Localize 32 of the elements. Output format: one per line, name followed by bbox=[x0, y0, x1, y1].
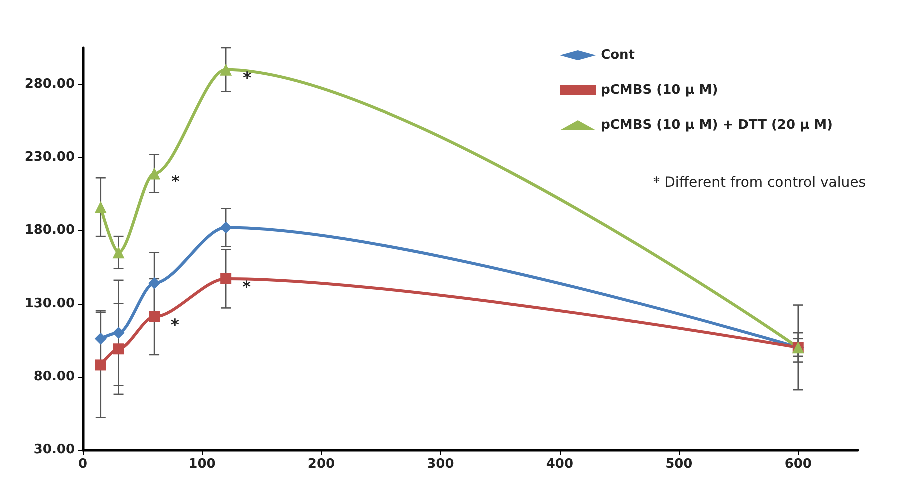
point bbox=[220, 222, 232, 234]
y-tick-label: 230.00 bbox=[24, 150, 75, 166]
legend-label: Cont bbox=[601, 48, 636, 63]
point bbox=[148, 277, 161, 290]
x-tick-label: 0 bbox=[78, 457, 88, 472]
y-tick-label: 180.00 bbox=[24, 223, 75, 238]
point bbox=[112, 327, 125, 340]
legend-label: pCMBS (10 μ M) + DTT (20 μ M) bbox=[601, 118, 834, 133]
x-tick-label: 400 bbox=[546, 457, 574, 472]
data-label: * bbox=[171, 315, 180, 334]
legend-label: pCMBS (10 μ M) bbox=[601, 83, 718, 98]
x-tick-label: 300 bbox=[427, 457, 454, 472]
point bbox=[95, 360, 106, 371]
x-tick-label: 100 bbox=[188, 457, 216, 472]
point bbox=[220, 273, 232, 284]
y-tick-label: 280.00 bbox=[24, 77, 75, 92]
point bbox=[94, 201, 107, 214]
annotation: * Different from control values bbox=[653, 175, 866, 191]
y-tick-label: 30.00 bbox=[34, 442, 75, 458]
data-label: * bbox=[243, 68, 252, 88]
x-tick-label: 500 bbox=[666, 457, 693, 472]
data-label: * bbox=[172, 172, 181, 192]
point bbox=[113, 344, 124, 355]
data-label: * bbox=[242, 277, 252, 296]
y-tick-label: 80.00 bbox=[34, 369, 75, 384]
point bbox=[149, 311, 160, 322]
point bbox=[220, 64, 232, 76]
x-tick-label: 600 bbox=[784, 457, 812, 472]
point bbox=[112, 246, 125, 259]
x-tick-label: 200 bbox=[308, 457, 336, 472]
y-tick-label: 130.00 bbox=[24, 296, 75, 312]
point bbox=[94, 332, 107, 345]
